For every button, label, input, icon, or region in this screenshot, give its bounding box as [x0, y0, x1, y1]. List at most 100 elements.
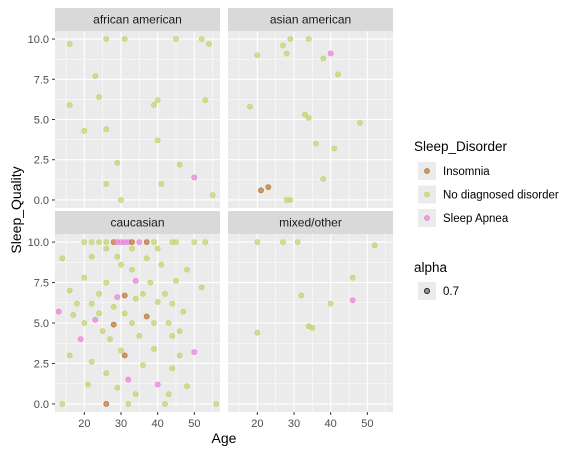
data-point [206, 41, 212, 47]
data-point [81, 239, 88, 245]
data-point [96, 310, 102, 317]
data-point [59, 255, 66, 262]
facet-panel-1: asian american [228, 8, 393, 208]
data-point [162, 400, 168, 407]
facet-strip-label: mixed/other [279, 216, 342, 230]
data-point [254, 52, 261, 58]
facet-strip [55, 8, 220, 31]
facet-panel-3: mixed/other [228, 211, 393, 412]
data-point [180, 308, 187, 315]
legend-title: Sleep_Disorder [414, 139, 508, 154]
data-point [125, 376, 132, 383]
data-point [198, 284, 205, 291]
data-point [327, 50, 334, 57]
data-point [165, 391, 172, 398]
data-point [154, 381, 161, 388]
data-point [140, 290, 146, 297]
data-point [147, 279, 154, 286]
y-tick-label: 5.0 [34, 318, 49, 330]
data-point [136, 239, 143, 245]
data-point [191, 349, 198, 355]
data-point [154, 299, 161, 305]
data-point [59, 400, 66, 407]
data-point [129, 320, 135, 326]
data-point [151, 345, 157, 352]
data-point [151, 239, 157, 245]
data-point [132, 391, 139, 398]
facet-strip-label: asian american [270, 13, 351, 27]
legend-alpha: alpha 0.7 [414, 260, 459, 300]
data-point [77, 336, 84, 343]
data-point [114, 384, 121, 391]
data-point [209, 192, 216, 198]
data-point [349, 274, 356, 281]
data-point [103, 279, 110, 286]
y-tick-label: 0.0 [34, 399, 49, 411]
data-point [309, 324, 316, 331]
data-point [169, 365, 176, 372]
data-point [247, 103, 253, 110]
data-point [302, 111, 308, 118]
legend-label: Sleep Apnea [443, 213, 509, 225]
data-point [85, 381, 91, 388]
data-point [202, 97, 209, 104]
data-point [125, 400, 132, 407]
y-tick-label: 5.0 [34, 115, 49, 127]
data-point [132, 277, 139, 284]
data-point [158, 261, 165, 268]
data-point [198, 36, 205, 42]
data-point [371, 242, 378, 249]
data-point [320, 176, 327, 182]
data-point [298, 292, 305, 299]
data-point [129, 266, 135, 273]
data-point [70, 311, 77, 318]
data-point [151, 102, 157, 108]
data-point [151, 320, 157, 326]
legend-label: No diagnosed disorder [443, 190, 559, 202]
data-point [114, 253, 121, 260]
data-point [143, 239, 150, 245]
data-point [265, 184, 272, 190]
data-point [121, 352, 128, 359]
data-point [280, 42, 286, 49]
facet-strip [228, 211, 393, 234]
y-axis-title: Sleep_Quality [8, 166, 24, 253]
y-tick-label: 10.0 [28, 237, 49, 249]
data-point [254, 329, 261, 336]
data-point [184, 266, 190, 273]
data-point [287, 197, 294, 203]
data-point [154, 137, 161, 144]
data-point [176, 161, 183, 168]
facet-strip-label: caucasian [110, 216, 164, 230]
data-point [165, 320, 172, 326]
data-point [202, 239, 209, 245]
data-point [294, 239, 301, 245]
data-point [118, 347, 124, 354]
legend-sleep-disorder: Sleep_Disorder Insomnia No diagnosed disor… [414, 139, 559, 227]
legend-key-point [424, 215, 430, 221]
legend-label: Insomnia [443, 166, 490, 178]
data-point [184, 383, 190, 389]
data-point [110, 321, 117, 328]
data-point [143, 255, 150, 262]
data-point [162, 290, 168, 297]
data-point [129, 239, 135, 245]
data-point [110, 303, 117, 310]
data-point [173, 36, 179, 42]
facet-panel-2: caucasian [55, 211, 220, 412]
data-point [118, 197, 124, 203]
data-point [191, 239, 198, 245]
legend-key-point [424, 191, 430, 198]
facet-strip-label: african american [93, 13, 182, 27]
data-point [81, 274, 88, 281]
data-point [136, 332, 143, 339]
data-point [103, 126, 110, 133]
y-tick-label: 10.0 [28, 34, 49, 46]
data-point [349, 297, 356, 304]
x-tick-label: 40 [325, 418, 337, 430]
data-point [103, 245, 110, 252]
data-point [158, 180, 165, 187]
x-tick-label: 20 [78, 418, 90, 430]
data-point [88, 253, 95, 260]
